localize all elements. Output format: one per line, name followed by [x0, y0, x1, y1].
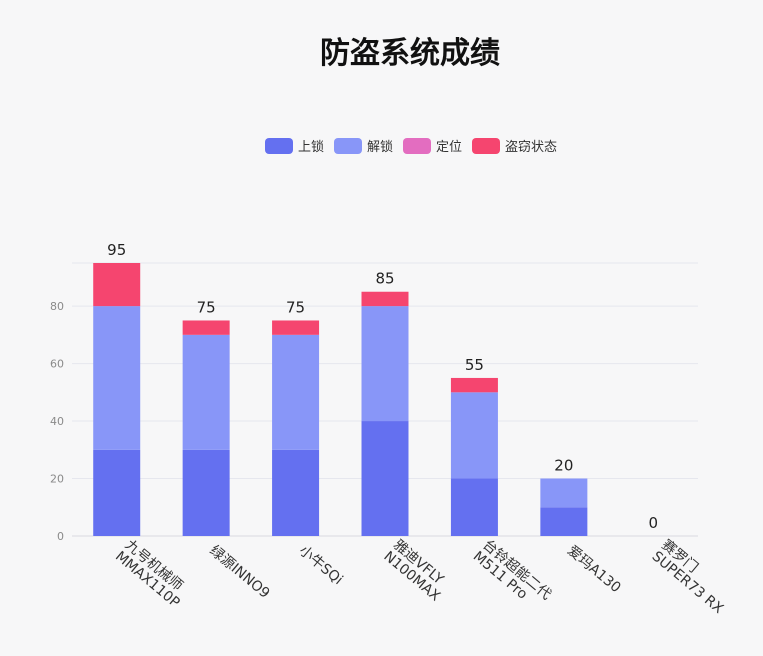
y-tick-label-2: 40 — [50, 415, 64, 428]
legend-item-2[interactable]: 定位 — [403, 136, 462, 155]
category-label-5: 爱玛A130 — [564, 543, 624, 597]
bar-4-series-3 — [450, 377, 498, 393]
legend-label-1: 解锁 — [366, 140, 393, 155]
total-label-3: 85 — [375, 270, 394, 288]
bar-2-series-1 — [272, 334, 320, 450]
category-label-2: 小牛SQi — [296, 543, 346, 589]
legend-swatch-0 — [264, 137, 293, 154]
category-label-1-line-0: 绿源INNO9 — [206, 543, 272, 602]
bar-0-series-3 — [93, 263, 141, 307]
bar-1-series-1 — [182, 334, 230, 450]
bar-0-series-1 — [93, 306, 141, 450]
bar-2-series-3 — [272, 320, 320, 335]
y-tick-label-0: 0 — [57, 530, 64, 543]
bar-1-series-0 — [182, 449, 230, 536]
bar-2-series-0 — [272, 449, 320, 536]
legend: 上锁 解锁 定位 盗窃状态 — [0, 136, 763, 155]
bar-0-series-0 — [93, 449, 141, 536]
legend-item-0[interactable]: 上锁 — [264, 136, 324, 155]
y-tick-label-1: 20 — [50, 473, 64, 486]
bar-5-series-0 — [540, 507, 588, 536]
legend-label-0: 上锁 — [297, 140, 324, 155]
legend-swatch-1 — [333, 137, 362, 154]
bar-4-series-0 — [450, 478, 498, 536]
total-label-2: 75 — [286, 298, 305, 316]
bar-3-series-3 — [361, 291, 409, 307]
category-label-5-line-0: 爱玛A130 — [564, 543, 624, 597]
bar-3-series-1 — [361, 306, 409, 422]
total-label-0: 95 — [107, 241, 126, 259]
chart-title: 防盗系统成绩 — [320, 36, 500, 71]
legend-label-3: 盗窃状态 — [505, 140, 558, 155]
category-label-2-line-0: 小牛SQi — [296, 543, 346, 589]
y-tick-label-4: 80 — [50, 300, 64, 313]
category-label-1: 绿源INNO9 — [206, 543, 272, 602]
y-tick-label-3: 60 — [50, 358, 64, 371]
legend-swatch-2 — [403, 137, 431, 154]
total-label-1: 75 — [197, 298, 216, 316]
legend-swatch-3 — [472, 137, 501, 154]
total-label-6: 0 — [649, 514, 659, 532]
total-label-4: 55 — [465, 356, 484, 374]
total-label-5: 20 — [554, 457, 573, 475]
bar-5-series-1 — [540, 478, 588, 508]
bar-4-series-1 — [450, 392, 498, 479]
legend-item-1[interactable]: 解锁 — [333, 136, 393, 155]
bar-3-series-0 — [361, 421, 409, 536]
bar-1-series-3 — [182, 320, 230, 335]
legend-item-3[interactable]: 盗窃状态 — [472, 136, 557, 155]
legend-label-2: 定位 — [436, 140, 463, 155]
